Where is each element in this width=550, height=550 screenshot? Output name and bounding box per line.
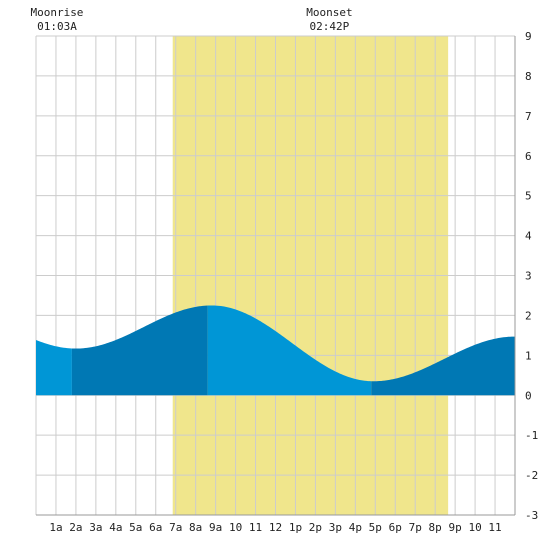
y-tick-label: 6 bbox=[525, 150, 532, 163]
x-tick-label: 7p bbox=[409, 521, 422, 534]
x-tick-label: 8a bbox=[189, 521, 202, 534]
moon-event-time: 02:42P bbox=[310, 20, 350, 33]
x-tick-label: 4p bbox=[349, 521, 362, 534]
x-tick-label: 3a bbox=[89, 521, 102, 534]
x-tick-label: 4a bbox=[109, 521, 122, 534]
tide-area-segment bbox=[371, 336, 515, 396]
y-tick-label: -1 bbox=[525, 429, 538, 442]
y-tick-label: 4 bbox=[525, 230, 532, 243]
moon-event-label: Moonset bbox=[306, 6, 352, 19]
tide-area-segment bbox=[36, 339, 72, 396]
x-tick-label: 10 bbox=[468, 521, 481, 534]
y-tick-label: 3 bbox=[525, 270, 532, 283]
y-tick-label: 0 bbox=[525, 389, 532, 402]
x-tick-label: 12 bbox=[269, 521, 282, 534]
x-tick-label: 7a bbox=[169, 521, 182, 534]
x-tick-label: 5a bbox=[129, 521, 142, 534]
y-tick-label: 9 bbox=[525, 30, 532, 43]
tide-area-segment bbox=[71, 305, 208, 396]
x-tick-label: 6a bbox=[149, 521, 162, 534]
x-tick-label: 10 bbox=[229, 521, 242, 534]
x-tick-label: 2p bbox=[309, 521, 322, 534]
x-tick-label: 9p bbox=[449, 521, 462, 534]
x-tick-label: 11 bbox=[488, 521, 501, 534]
y-tick-label: 5 bbox=[525, 190, 532, 203]
y-tick-label: 2 bbox=[525, 309, 532, 322]
x-tick-label: 5p bbox=[369, 521, 382, 534]
tide-area-segment bbox=[207, 305, 372, 396]
x-tick-label: 2a bbox=[69, 521, 82, 534]
y-tick-label: 7 bbox=[525, 110, 532, 123]
x-tick-label: 3p bbox=[329, 521, 342, 534]
y-tick-label: -3 bbox=[525, 509, 538, 522]
y-tick-label: -2 bbox=[525, 469, 538, 482]
x-tick-label: 9a bbox=[209, 521, 222, 534]
x-tick-label: 1p bbox=[289, 521, 302, 534]
x-tick-label: 8p bbox=[429, 521, 442, 534]
moon-event-label: Moonrise bbox=[30, 6, 83, 19]
moon-event-time: 01:03A bbox=[37, 20, 77, 33]
y-tick-label: 8 bbox=[525, 70, 532, 83]
x-tick-label: 1a bbox=[49, 521, 62, 534]
x-tick-label: 11 bbox=[249, 521, 262, 534]
y-tick-label: 1 bbox=[525, 349, 532, 362]
x-tick-label: 6p bbox=[389, 521, 402, 534]
